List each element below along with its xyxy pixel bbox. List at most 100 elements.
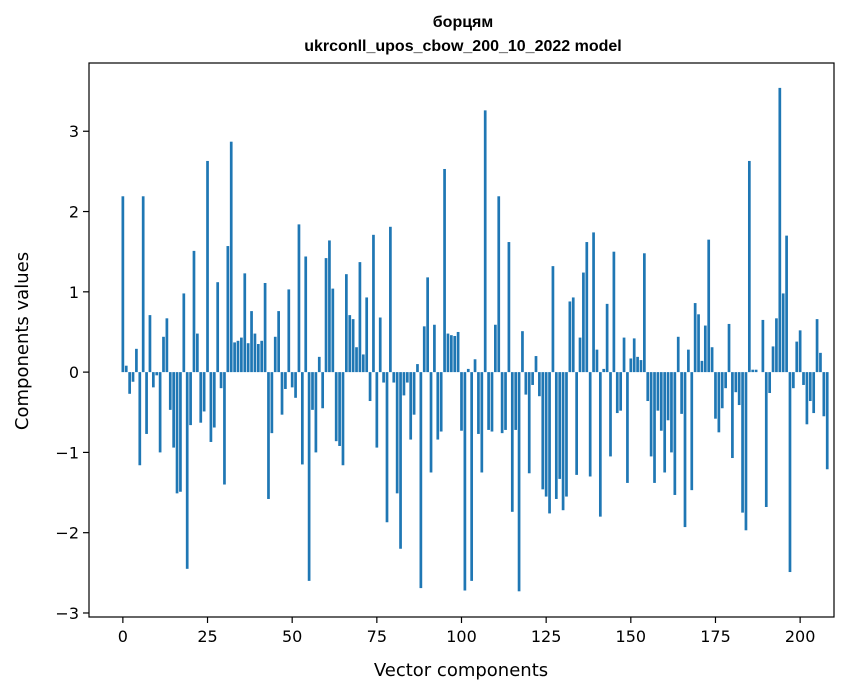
bar-97: [449, 335, 453, 373]
bar-109: [490, 372, 494, 432]
bar-166: [683, 372, 687, 528]
bar-131: [565, 372, 568, 497]
bar-186: [751, 369, 755, 373]
bar-156: [649, 372, 653, 457]
bar-42: [263, 282, 267, 373]
bar-16: [175, 372, 179, 494]
bar-39: [253, 333, 257, 373]
bar-104: [473, 359, 477, 373]
bar-178: [724, 372, 727, 389]
bar-43: [267, 372, 270, 499]
bar-68: [351, 319, 355, 373]
bar-6: [141, 196, 145, 373]
chart-title: борцям: [433, 14, 493, 31]
bar-199: [795, 341, 799, 373]
bar-30: [223, 372, 226, 485]
y-tick-label: 2: [69, 203, 79, 222]
bar-88: [419, 372, 423, 589]
bar-24: [202, 372, 206, 412]
bar-7: [145, 372, 148, 434]
bar-110: [494, 324, 497, 373]
bar-208: [825, 372, 829, 470]
bar-169: [693, 303, 697, 373]
bar-87: [416, 364, 419, 373]
bar-168: [690, 372, 694, 491]
x-tick-label: 125: [531, 627, 562, 646]
bar-150: [629, 358, 633, 373]
bar-187: [754, 369, 758, 373]
bar-4: [135, 348, 138, 373]
bar-158: [656, 372, 660, 411]
bar-34: [236, 340, 240, 373]
bar-83: [402, 372, 406, 396]
bar-53: [300, 372, 304, 465]
bar-177: [720, 372, 724, 409]
bar-41: [260, 340, 264, 373]
bar-132: [568, 301, 572, 373]
bar-44: [270, 372, 274, 434]
bar-14: [168, 372, 172, 410]
bar-123: [538, 372, 541, 397]
bar-51: [294, 372, 297, 398]
bar-56: [311, 372, 314, 410]
bar-198: [792, 372, 795, 389]
bar-190: [764, 372, 768, 508]
y-axis-label: Components values: [12, 252, 33, 430]
x-tick-label: 50: [282, 627, 302, 646]
bar-121: [531, 372, 534, 385]
bar-63: [334, 372, 338, 442]
bar-151: [632, 338, 636, 373]
bar-93: [436, 372, 440, 440]
bar-69: [355, 347, 358, 373]
bar-174: [710, 347, 714, 373]
bar-203: [808, 372, 812, 402]
bar-139: [592, 232, 595, 373]
y-tick-label: 3: [69, 122, 79, 141]
bar-3: [131, 372, 135, 382]
bar-37: [246, 343, 250, 373]
bar-18: [182, 293, 186, 373]
bar-1: [124, 365, 128, 373]
bar-126: [548, 372, 551, 514]
bar-173: [707, 239, 711, 373]
bar-91: [429, 372, 433, 473]
bar-125: [544, 372, 548, 497]
bar-111: [497, 196, 501, 373]
bar-5: [138, 372, 142, 466]
bar-115: [510, 372, 514, 512]
bar-206: [819, 352, 822, 373]
bar-154: [643, 253, 646, 373]
bar-162: [670, 372, 673, 453]
bar-120: [527, 372, 531, 474]
bar-128: [554, 372, 558, 499]
bar-86: [412, 372, 416, 415]
bar-96: [446, 333, 450, 373]
y-tick-label: 1: [69, 283, 79, 302]
x-axis-ticks: 0 25 50 75 100 125 150 175 200: [118, 617, 816, 646]
bar-58: [317, 356, 321, 373]
bar-0: [121, 196, 125, 373]
bar-181: [734, 372, 738, 393]
bar-172: [703, 325, 707, 373]
bar-78: [385, 372, 389, 523]
bar-149: [626, 372, 629, 483]
bar-90: [426, 277, 429, 373]
bar-116: [514, 372, 518, 430]
bar-75: [375, 372, 379, 448]
x-tick-label: 200: [785, 627, 816, 646]
bar-80: [392, 372, 396, 383]
bar-114: [507, 242, 511, 373]
bar-170: [697, 314, 700, 373]
bar-101: [463, 372, 467, 591]
bar-103: [470, 372, 474, 581]
bar-179: [727, 323, 731, 373]
bar-152: [636, 356, 639, 373]
y-tick-label: 0: [69, 363, 79, 382]
bar-23: [199, 372, 203, 423]
bar-124: [541, 372, 545, 490]
bar-65: [341, 372, 345, 466]
bar-48: [284, 372, 287, 389]
bar-148: [622, 337, 626, 373]
bar-17: [179, 372, 182, 492]
bar-142: [602, 368, 606, 373]
